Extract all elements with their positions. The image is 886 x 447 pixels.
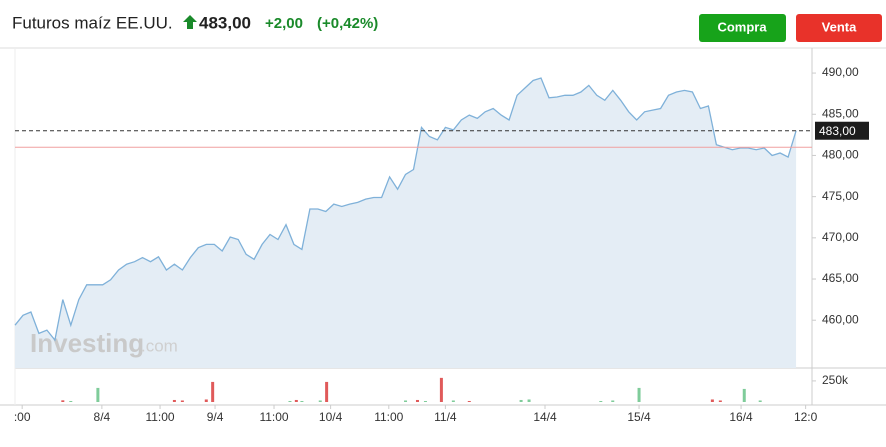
x-tick-label: 10/4 xyxy=(319,410,343,424)
y-tick-label: 460,00 xyxy=(822,312,859,326)
volume-bar xyxy=(710,399,714,402)
volume-bar xyxy=(758,400,762,402)
x-tick-label: 14/4 xyxy=(533,410,557,424)
area-fill xyxy=(15,78,797,368)
price-line xyxy=(14,77,797,342)
volume-bar xyxy=(172,399,176,402)
buy-label[interactable]: Compra xyxy=(717,19,767,34)
x-tick-label: 11:00 xyxy=(145,410,174,424)
volume-tick-label: 250k xyxy=(822,373,849,387)
x-tick-label: 12:0 xyxy=(794,410,818,424)
volume-bar xyxy=(742,388,746,402)
price-change-pct: (+0,42%) xyxy=(317,15,378,32)
volume-bar xyxy=(423,400,427,402)
watermark-domain: .com xyxy=(141,336,178,355)
volume-bar xyxy=(415,399,419,402)
y-tick-label: 485,00 xyxy=(822,106,859,120)
volume-bar xyxy=(204,399,208,402)
price-change: +2,00 xyxy=(265,15,303,32)
volume-bar xyxy=(300,400,304,402)
y-tick-label: 490,00 xyxy=(822,65,859,79)
volume-bar xyxy=(69,400,73,402)
volume-bar xyxy=(404,400,408,402)
up-arrow xyxy=(183,15,197,29)
buy-button[interactable] xyxy=(699,14,786,42)
sell-button[interactable] xyxy=(796,14,882,42)
x-tick-label: 8/4 xyxy=(94,410,111,424)
sell-label[interactable]: Venta xyxy=(822,19,857,34)
instrument-title: Futuros maíz EE.UU. xyxy=(12,13,173,32)
volume-bar xyxy=(180,400,184,402)
last-price-box xyxy=(815,121,869,140)
volume-bar xyxy=(211,381,215,402)
y-tick-label: 465,00 xyxy=(822,271,859,285)
watermark-brand: Investing xyxy=(30,328,144,358)
volume-bar xyxy=(519,399,523,402)
last-price-label: 483,00 xyxy=(819,124,856,138)
volume-bar xyxy=(288,400,292,402)
x-tick-label: 16/4 xyxy=(729,410,753,424)
volume-bar xyxy=(718,400,722,402)
x-tick-label: :00 xyxy=(14,410,31,424)
volume-bar xyxy=(527,399,531,402)
x-tick-label: 15/4 xyxy=(627,410,651,424)
volume-bar xyxy=(325,381,329,402)
volume-bar xyxy=(96,387,100,402)
volume-bar xyxy=(294,399,298,402)
y-tick-label: 480,00 xyxy=(822,148,859,162)
volume-bar xyxy=(611,400,615,402)
x-tick-label: 11/4 xyxy=(434,410,457,424)
volume-bar xyxy=(451,400,455,402)
y-tick-label: 475,00 xyxy=(822,189,859,203)
x-tick-label: 11:00 xyxy=(374,410,403,424)
y-tick-label: 470,00 xyxy=(822,230,859,244)
volume-bar xyxy=(439,377,443,402)
x-tick-label: 11:00 xyxy=(259,410,288,424)
volume-bar xyxy=(467,400,471,402)
volume-bar xyxy=(61,400,65,402)
volume-bar xyxy=(637,387,641,402)
volume-bar xyxy=(599,400,603,402)
x-tick-label: 9/4 xyxy=(207,410,224,424)
volume-bar xyxy=(318,400,322,402)
last-price: 483,00 xyxy=(199,13,251,32)
